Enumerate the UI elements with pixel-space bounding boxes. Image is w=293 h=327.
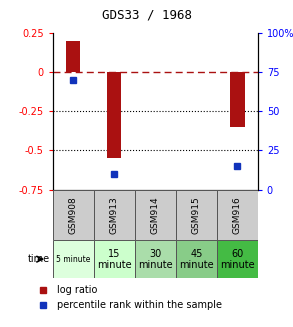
Bar [230, 72, 244, 127]
Text: GSM913: GSM913 [110, 196, 119, 234]
Text: GSM914: GSM914 [151, 196, 160, 234]
Text: GSM915: GSM915 [192, 196, 201, 234]
Bar [176, 190, 217, 240]
Text: 30
minute: 30 minute [138, 249, 173, 269]
Bar [135, 240, 176, 278]
Text: GSM916: GSM916 [233, 196, 242, 234]
Bar [94, 190, 135, 240]
Text: 5 minute: 5 minute [56, 255, 91, 264]
Text: log ratio: log ratio [57, 285, 97, 295]
Bar [94, 240, 135, 278]
Text: percentile rank within the sample: percentile rank within the sample [57, 301, 222, 310]
Text: 60
minute: 60 minute [220, 249, 255, 269]
Text: 45
minute: 45 minute [179, 249, 214, 269]
Bar [135, 190, 176, 240]
Text: time: time [28, 254, 50, 264]
Bar [53, 240, 94, 278]
Text: GSM908: GSM908 [69, 196, 78, 234]
Text: 15
minute: 15 minute [97, 249, 132, 269]
Bar [217, 190, 258, 240]
Bar [217, 240, 258, 278]
Bar [107, 72, 121, 158]
Bar [53, 190, 94, 240]
Bar [176, 240, 217, 278]
Text: GDS33 / 1968: GDS33 / 1968 [101, 8, 192, 21]
Bar [66, 41, 80, 72]
